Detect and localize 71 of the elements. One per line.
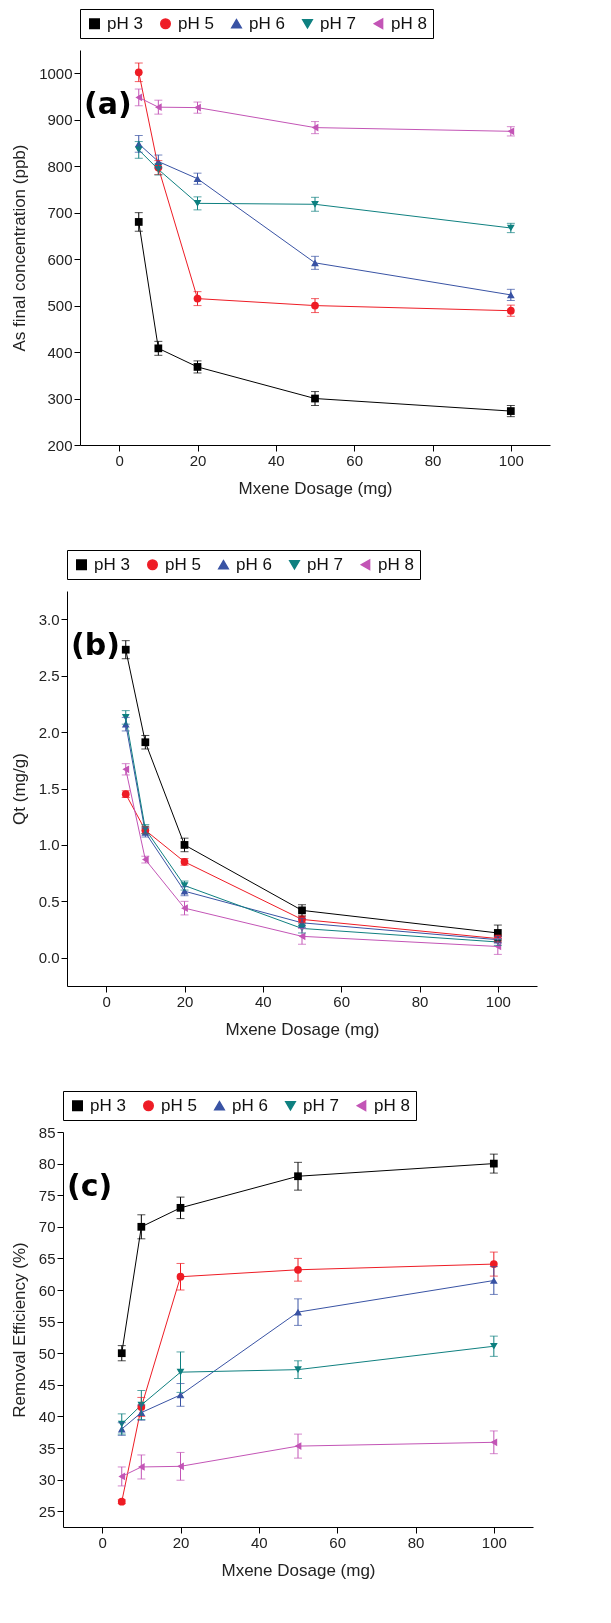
annotation: (c): [67, 1168, 113, 1203]
y-tick-label: 30: [38, 1471, 56, 1489]
legend-label: pH 3: [90, 1095, 126, 1115]
x-tick-label: 100: [485, 992, 511, 1010]
y-tick-label: 900: [47, 111, 73, 129]
x-tick-label: 20: [176, 992, 194, 1010]
x-tick-label: 20: [172, 1533, 190, 1551]
legend-label: pH 6: [249, 13, 285, 33]
y-tick-label: 0.5: [38, 892, 60, 910]
legend-label: pH 3: [107, 13, 143, 33]
x-tick-label: 20: [189, 451, 207, 469]
y-tick-label: 2.0: [38, 723, 60, 741]
y-tick-label: 25: [38, 1502, 56, 1520]
y-tick-label: 600: [47, 250, 73, 268]
legend-label: pH 3: [94, 554, 130, 574]
x-tick-label: 0: [102, 992, 111, 1010]
x-tick-label: 100: [498, 451, 524, 469]
legend-label: pH 8: [391, 13, 427, 33]
y-axis-title: Qt (mg/g): [9, 753, 29, 825]
legend-label: pH 5: [178, 13, 214, 33]
x-axis-title: Mxene Dosage (mg): [225, 1019, 380, 1039]
x-tick-label: 100: [481, 1533, 507, 1551]
y-tick-label: 45: [38, 1376, 56, 1394]
y-tick-label: 70: [38, 1218, 56, 1236]
y-tick-label: 1000: [39, 64, 73, 82]
x-tick-label: 80: [424, 451, 442, 469]
y-tick-label: 500: [47, 297, 73, 315]
y-tick-label: 80: [38, 1155, 56, 1173]
legend-label: pH 8: [374, 1095, 410, 1115]
y-tick-label: 2.5: [38, 667, 60, 685]
x-tick-label: 60: [346, 451, 364, 469]
x-tick-label: 40: [267, 451, 285, 469]
y-tick-label: 65: [38, 1249, 56, 1267]
y-tick-label: 50: [38, 1344, 56, 1362]
x-tick-label: 40: [254, 992, 272, 1010]
y-tick-label: 800: [47, 157, 73, 175]
y-tick-label: 60: [38, 1281, 56, 1299]
y-tick-label: 85: [38, 1123, 56, 1141]
y-tick-label: 1.5: [38, 780, 60, 797]
y-tick-label: 55: [38, 1313, 56, 1331]
legend-label: pH 7: [303, 1095, 339, 1115]
y-tick-label: 300: [47, 390, 73, 408]
legend-label: pH 5: [165, 554, 201, 574]
x-tick-label: 60: [333, 992, 351, 1010]
y-tick-label: 35: [38, 1439, 56, 1457]
legend-label: pH 7: [320, 13, 356, 33]
legend-label: pH 5: [161, 1095, 197, 1115]
y-tick-label: 400: [47, 343, 73, 361]
y-tick-label: 1.0: [38, 836, 60, 854]
x-axis-title: Mxene Dosage (mg): [238, 478, 393, 498]
y-axis-title: Removal Efficiency (%): [9, 1242, 29, 1418]
x-tick-label: 0: [98, 1533, 107, 1551]
y-axis-title: As final concentration (ppb): [10, 144, 30, 352]
x-tick-label: 40: [250, 1533, 268, 1551]
x-tick-label: 60: [329, 1533, 347, 1551]
annotation: (a): [84, 86, 132, 121]
y-tick-label: 200: [47, 436, 73, 454]
legend-label: pH 6: [232, 1095, 268, 1115]
legend-label: pH 7: [307, 554, 343, 574]
y-tick-label: 700: [47, 204, 73, 222]
x-axis-title: Mxene Dosage (mg): [221, 1560, 376, 1580]
x-tick-label: 80: [407, 1533, 425, 1551]
annotation: (b): [71, 627, 120, 662]
y-tick-label: 3.0: [38, 610, 60, 628]
y-tick-label: 40: [38, 1407, 56, 1425]
legend-label: pH 8: [378, 554, 414, 574]
y-tick-label: 0.0: [38, 949, 60, 967]
legend-label: pH 6: [236, 554, 272, 574]
x-tick-label: 0: [115, 451, 124, 469]
x-tick-label: 80: [411, 992, 429, 1010]
y-tick-label: 75: [38, 1186, 56, 1204]
